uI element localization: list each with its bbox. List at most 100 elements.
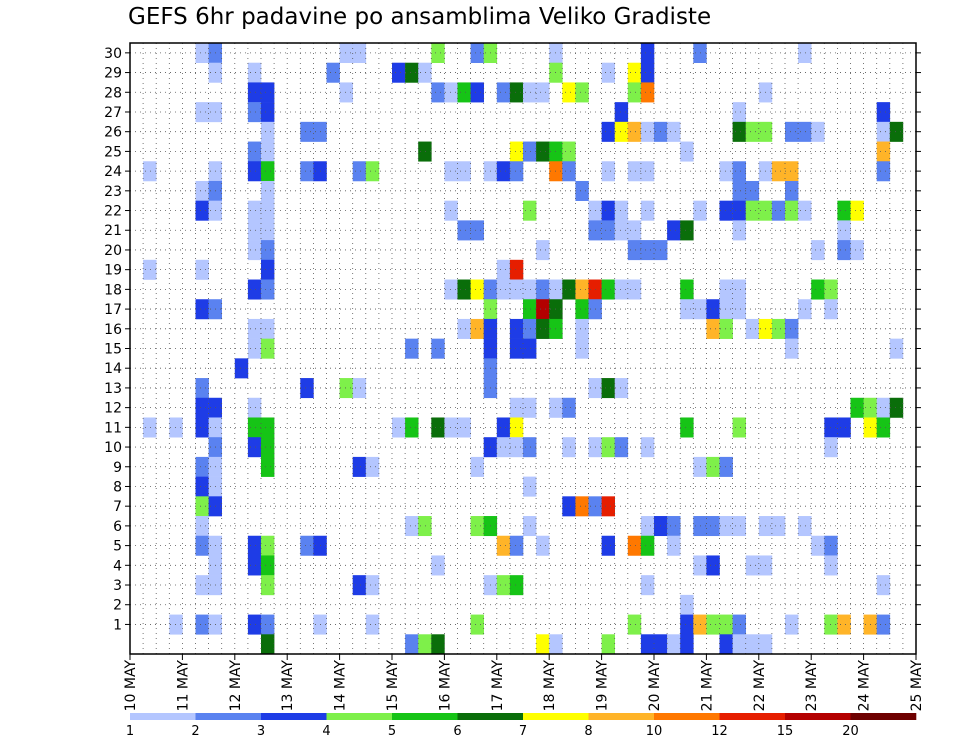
x-tick-label: 16 MAY [437,660,453,712]
heatmap-cell [509,82,524,103]
heatmap-cell [261,535,275,556]
heatmap-cell [680,279,694,300]
x-tick-label: 19 MAY [595,660,611,712]
heatmap-cell [536,299,550,320]
heatmap-cell [680,594,694,615]
x-tick-label: 10 MAY [123,660,139,712]
heatmap-cell [719,456,733,477]
heatmap-cell [601,220,615,241]
heatmap-cell [195,200,209,221]
heatmap-cell [785,161,799,182]
heatmap-cell [247,318,262,339]
x-tick-label: 12 MAY [228,660,244,712]
colorbar-label: 10 [646,724,663,739]
x-tick-label: 17 MAY [490,660,506,712]
heatmap-cell [536,141,550,162]
heatmap-cell [706,516,720,537]
heatmap-cell [261,417,275,438]
heatmap-cell [614,279,629,300]
heatmap-cell [444,279,458,300]
heatmap-cell [496,161,511,182]
colorbar-segment [392,713,458,720]
heatmap-cell [745,121,760,142]
heatmap-cell [195,535,209,556]
heatmap-cell [876,397,891,418]
heatmap-cell [195,102,209,123]
heatmap-cell [601,496,615,517]
heatmap-cell [339,82,353,103]
colorbar-segment [195,713,262,720]
heatmap-cell [640,535,655,556]
heatmap-cell [640,161,655,182]
colorbar-label: 2 [191,724,199,739]
heatmap-cell [457,417,471,438]
colorbar-label: 8 [584,724,592,739]
heatmap-cell [876,161,891,182]
heatmap-cell [745,180,760,201]
heatmap-cell [811,121,825,142]
heatmap-cell [509,338,524,359]
chart-title: GEFS 6hr padavine po ansamblima Veliko G… [128,4,712,30]
heatmap-cell [785,318,799,339]
heatmap-cell [470,456,484,477]
heatmap-cell [706,555,720,576]
colorbar-label: 1 [126,724,134,739]
heatmap-cell [562,82,576,103]
heatmap-cell [496,82,511,103]
heatmap-cell [470,220,484,241]
heatmap-cell [418,634,432,655]
heatmap-cell [667,220,681,241]
heatmap-cell [667,516,681,537]
heatmap-cell [745,318,760,339]
heatmap-cell [575,279,589,300]
heatmap-cell [261,121,275,142]
heatmap-cell [261,240,275,261]
heatmap-cell [195,299,209,320]
heatmap-cell [850,200,864,221]
heatmap-cell [706,456,720,477]
heatmap-cell [719,200,733,221]
heatmap-cell [837,417,851,438]
heatmap-cell [562,279,576,300]
heatmap-cell [536,240,550,261]
heatmap-cell [562,397,576,418]
heatmap-cell [640,121,655,142]
y-tick-label: 18 [104,282,122,298]
heatmap-cell [195,378,209,399]
x-tick-label: 23 MAY [804,660,820,712]
y-tick-label: 15 [104,342,122,358]
heatmap-cell [300,535,314,556]
heatmap-cell [261,279,275,300]
y-tick-label: 9 [113,460,122,476]
heatmap-cell [143,161,157,182]
heatmap-cell [509,161,524,182]
heatmap-cell [627,82,642,103]
heatmap-cell [195,476,209,497]
y-tick-label: 30 [104,46,122,62]
heatmap-cell [496,575,511,596]
heatmap-cell [627,535,642,556]
heatmap-cell [523,299,537,320]
heatmap-cell [496,437,511,458]
colorbar-segment [130,713,196,720]
heatmap-cell [523,516,537,537]
heatmap-cell [509,318,524,339]
heatmap-cell [457,220,471,241]
heatmap-cell [261,614,275,635]
x-axis: 10 MAY 11 MAY 12 MAY 13 MAY 14 MAY 15 MAY 16 M… [123,654,925,711]
y-tick-label: 23 [104,184,122,200]
heatmap-cell [614,437,629,458]
heatmap-cell [261,437,275,458]
heatmap-cell [627,62,642,83]
heatmap-cell [627,220,642,241]
heatmap-cell [771,161,786,182]
heatmap-cell [640,240,655,261]
heatmap-cell [431,417,445,438]
heatmap-cell [536,634,550,655]
heatmap-cell [470,82,484,103]
heatmap-cell [601,535,615,556]
colorbar-segment [850,713,917,720]
heatmap-cell [562,437,576,458]
x-tick-label: 11 MAY [175,660,191,712]
heatmap-cell [640,575,655,596]
